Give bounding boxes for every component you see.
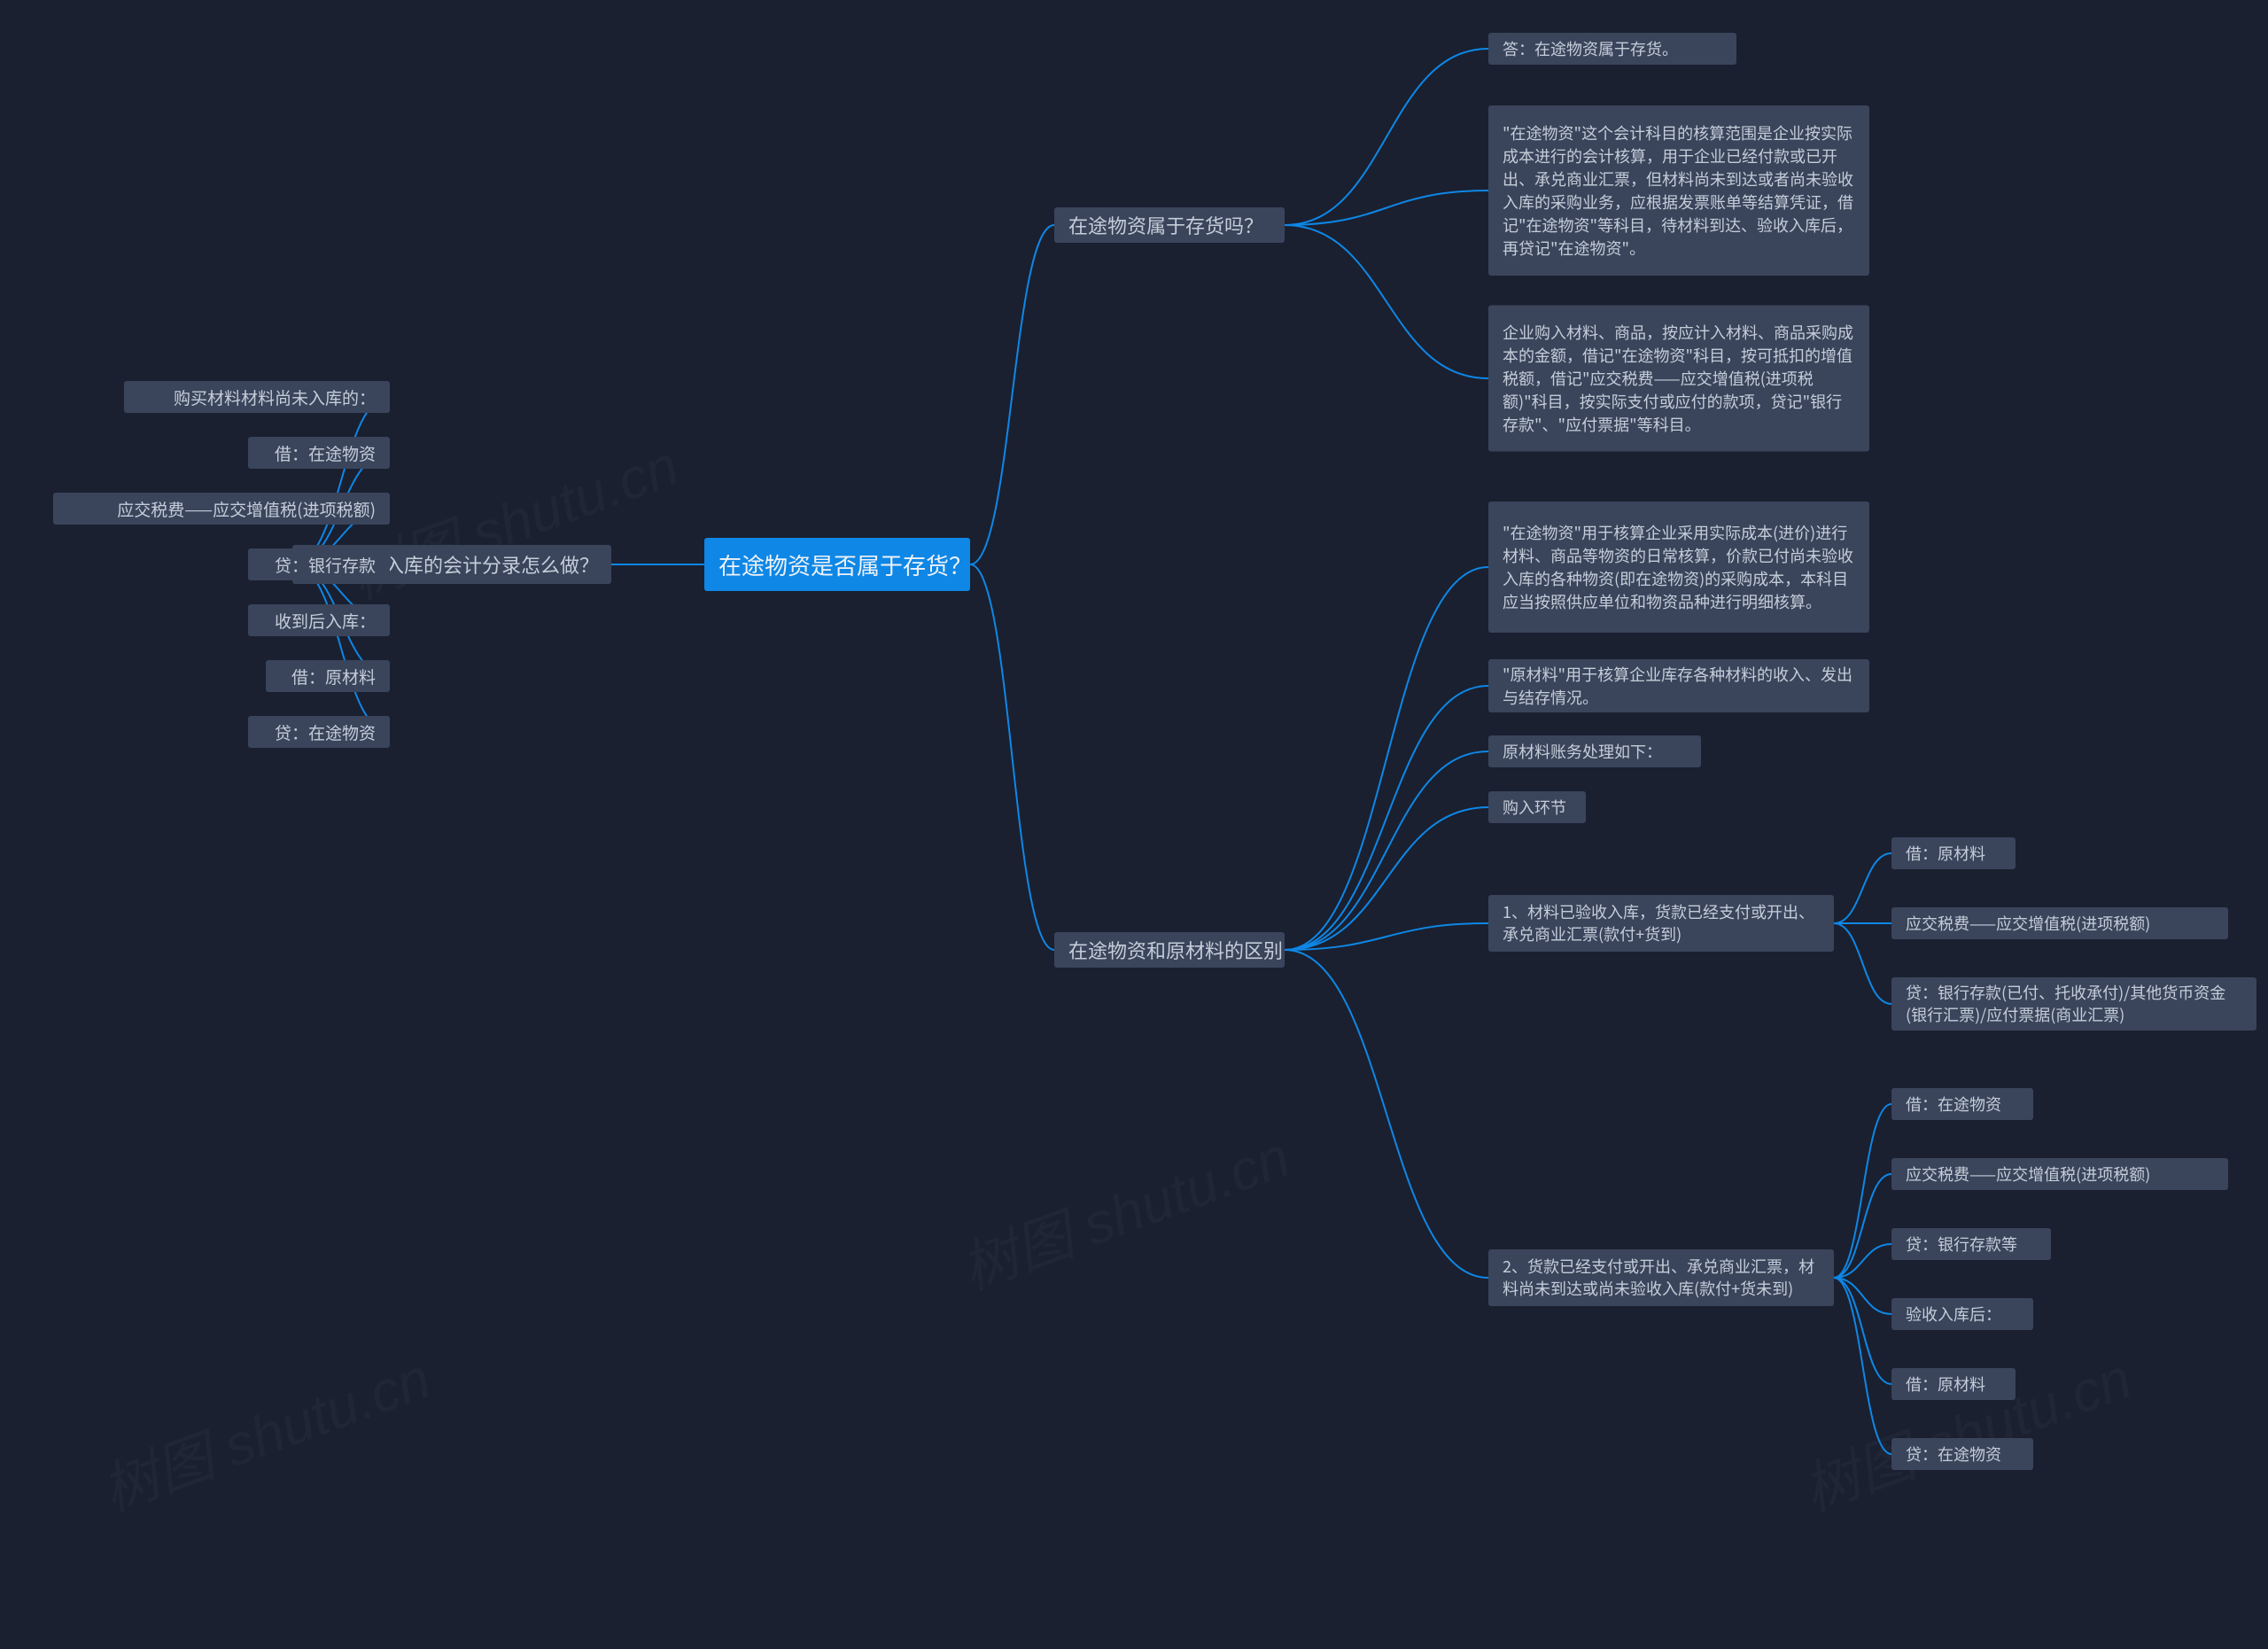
ra-leaf-0-label: 答：在途物资属于存货。 xyxy=(1503,37,1722,60)
rb6-leaf-2-label: 贷：银行存款等 xyxy=(1906,1233,2037,1256)
branch-difference[interactable]: 在途物资和原材料的区别 xyxy=(1054,932,1285,968)
rb-leaf-5[interactable]: 2、货款已经支付或开出、承兑商业汇票，材料尚未到达或尚未验收入库(款付+货未到) xyxy=(1488,1249,1834,1306)
rb-leaf-3-label: 购入环节 xyxy=(1503,796,1572,819)
connector xyxy=(1834,853,1891,923)
rb6-leaf-4-label: 借：原材料 xyxy=(1906,1373,2001,1396)
left-leaf-1[interactable]: 借：在途物资 xyxy=(248,437,390,469)
connector xyxy=(1834,1278,1891,1454)
connector xyxy=(1285,751,1488,950)
rb5-leaf-2[interactable]: 贷：银行存款(已付、托收承付)/其他货币资金(银行汇票)/应付票据(商业汇票) xyxy=(1891,977,2256,1031)
rb-leaf-2[interactable]: 原材料账务处理如下： xyxy=(1488,735,1701,767)
ra-leaf-1-label: "在途物资"这个会计科目的核算范围是企业按实际成本进行的会计核算，用于企业已经付… xyxy=(1503,121,1855,261)
branch-is-inventory[interactable]: 在途物资属于存货吗？ xyxy=(1054,207,1285,243)
rb6-leaf-5-label: 贷：在途物资 xyxy=(1906,1443,2019,1466)
left-leaf-1-label: 借：在途物资 xyxy=(262,441,376,465)
connector xyxy=(1285,686,1488,950)
rb-leaf-0-label: "在途物资"用于核算企业采用实际成本(进价)进行材料、商品等物资的日常核算，价款… xyxy=(1503,521,1855,613)
left-leaf-5[interactable]: 借：原材料 xyxy=(266,660,390,692)
branch-is-inventory-label: 在途物资属于存货吗？ xyxy=(1068,211,1270,239)
ra-leaf-2[interactable]: 企业购入材料、商品，按应计入材料、商品采购成本的金额，借记"在途物资"科目，按可… xyxy=(1488,306,1869,452)
rb5-leaf-0-label: 借：原材料 xyxy=(1906,842,2001,865)
rb-leaf-3[interactable]: 购入环节 xyxy=(1488,791,1586,823)
left-leaf-5-label: 借：原材料 xyxy=(280,665,376,688)
left-leaf-6-label: 贷：在途物资 xyxy=(262,720,376,744)
root-node-label: 在途物资是否属于存货？ xyxy=(718,548,956,581)
connector xyxy=(1285,49,1488,225)
watermark: 树图 shutu.cn xyxy=(94,1346,439,1523)
left-leaf-3-label: 贷：银行存款 xyxy=(262,553,376,577)
connector xyxy=(970,564,1054,950)
rb6-leaf-2[interactable]: 贷：银行存款等 xyxy=(1891,1228,2051,1260)
left-leaf-2[interactable]: 应交税费——应交增值税(进项税额) xyxy=(53,493,390,525)
connector xyxy=(1285,191,1488,225)
rb6-leaf-3[interactable]: 验收入库后： xyxy=(1891,1298,2033,1330)
root-node[interactable]: 在途物资是否属于存货？ xyxy=(704,538,970,591)
rb-leaf-5-label: 2、货款已经支付或开出、承兑商业汇票，材料尚未到达或尚未验收入库(款付+货未到) xyxy=(1503,1256,1820,1300)
rb-leaf-2-label: 原材料账务处理如下： xyxy=(1503,740,1687,763)
rb-leaf-4-label: 1、材料已验收入库，货款已经支付或开出、承兑商业汇票(款付+货到) xyxy=(1503,901,1820,945)
left-leaf-3[interactable]: 贷：银行存款 xyxy=(248,548,390,580)
left-leaf-4[interactable]: 收到后入库： xyxy=(248,604,390,636)
ra-leaf-1[interactable]: "在途物资"这个会计科目的核算范围是企业按实际成本进行的会计核算，用于企业已经付… xyxy=(1488,105,1869,276)
rb5-leaf-2-label: 贷：银行存款(已付、托收承付)/其他货币资金(银行汇票)/应付票据(商业汇票) xyxy=(1906,982,2242,1026)
rb6-leaf-5[interactable]: 贷：在途物资 xyxy=(1891,1438,2033,1470)
connector xyxy=(1285,807,1488,950)
rb-leaf-4[interactable]: 1、材料已验收入库，货款已经支付或开出、承兑商业汇票(款付+货到) xyxy=(1488,895,1834,952)
left-leaf-0[interactable]: 购买材料材料尚未入库的： xyxy=(124,381,390,413)
rb5-leaf-0[interactable]: 借：原材料 xyxy=(1891,837,2016,869)
connector xyxy=(1285,225,1488,378)
rb-leaf-0[interactable]: "在途物资"用于核算企业采用实际成本(进价)进行材料、商品等物资的日常核算，价款… xyxy=(1488,502,1869,633)
rb6-leaf-1[interactable]: 应交税费——应交增值税(进项税额) xyxy=(1891,1158,2228,1190)
left-leaf-4-label: 收到后入库： xyxy=(262,609,376,633)
branch-difference-label: 在途物资和原材料的区别 xyxy=(1068,936,1270,964)
rb6-leaf-0-label: 借：在途物资 xyxy=(1906,1093,2019,1116)
connector xyxy=(1834,923,1891,1004)
left-leaf-0-label: 购买材料材料尚未入库的： xyxy=(138,385,376,409)
rb6-leaf-4[interactable]: 借：原材料 xyxy=(1891,1368,2016,1400)
ra-leaf-2-label: 企业购入材料、商品，按应计入材料、商品采购成本的金额，借记"在途物资"科目，按可… xyxy=(1503,321,1855,436)
rb-leaf-1-label: "原材料"用于核算企业库存各种材料的收入、发出与结存情况。 xyxy=(1503,663,1855,709)
left-leaf-2-label: 应交税费——应交增值税(进项税额) xyxy=(67,497,376,521)
watermark: 树图 shutu.cn xyxy=(342,433,687,611)
rb-leaf-1[interactable]: "原材料"用于核算企业库存各种材料的收入、发出与结存情况。 xyxy=(1488,659,1869,712)
connector xyxy=(1834,1104,1891,1278)
left-leaf-6[interactable]: 贷：在途物资 xyxy=(248,716,390,748)
rb6-leaf-0[interactable]: 借：在途物资 xyxy=(1891,1088,2033,1120)
rb5-leaf-1-label: 应交税费——应交增值税(进项税额) xyxy=(1906,912,2214,935)
rb6-leaf-1-label: 应交税费——应交增值税(进项税额) xyxy=(1906,1163,2214,1186)
watermark: 树图 shutu.cn xyxy=(953,1124,1298,1302)
rb6-leaf-3-label: 验收入库后： xyxy=(1906,1303,2019,1326)
connector xyxy=(1285,950,1488,1278)
rb5-leaf-1[interactable]: 应交税费——应交增值税(进项税额) xyxy=(1891,907,2228,939)
ra-leaf-0[interactable]: 答：在途物资属于存货。 xyxy=(1488,33,1736,65)
connector xyxy=(970,225,1054,564)
